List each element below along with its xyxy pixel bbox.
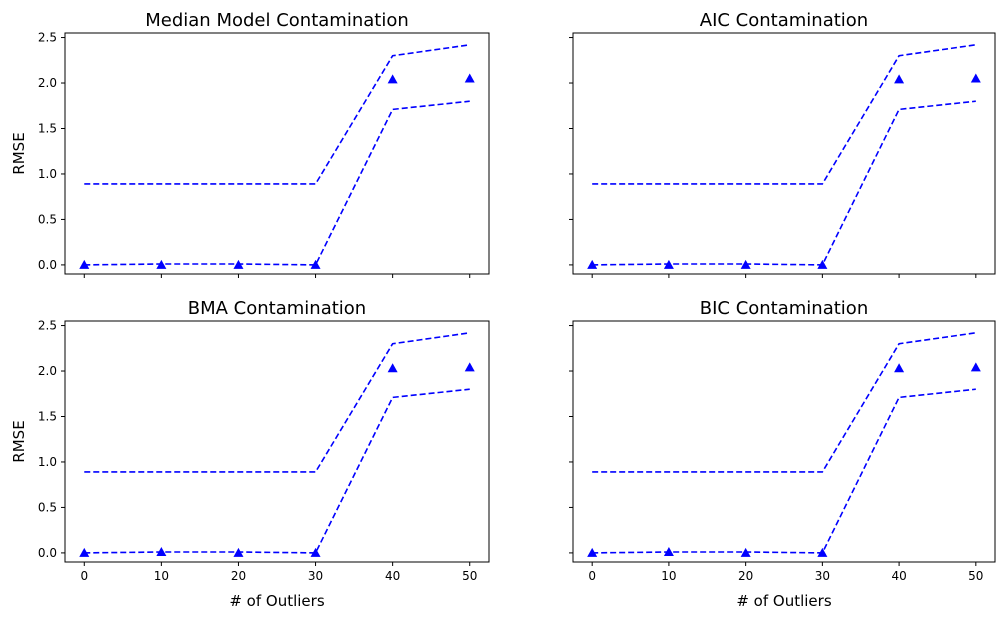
x-tick-label: 0 [588,569,596,583]
x-tick-label: 10 [661,569,676,583]
data-point-rmse [894,363,905,373]
data-point-rmse [310,547,321,557]
plot-area-frame [572,320,996,563]
y-tick-label: 1.0 [38,167,57,181]
plot-area-frame [64,320,490,563]
y-tick-label: 0.5 [38,500,57,514]
data-point-rmse [387,74,398,84]
panel-aic-contamination: AIC Contamination [569,10,996,278]
chart-title: BMA Contamination [188,298,366,319]
y-axis-label: RMSE [10,420,28,462]
panel-median-model-contamination: Median Model Contamination 0.0 0.5 1.0 1.5 2.… [10,10,490,278]
y-tick-label: 2.5 [38,31,57,45]
x-tick-label: 0 [80,569,88,583]
data-point-rmse [464,362,475,372]
y-tick-label: 2.0 [38,76,57,90]
series-lower-bound-line [84,100,470,266]
series-lower-bound-line [592,100,976,266]
y-tick-label: 1.5 [38,409,57,423]
x-tick-label: 20 [231,569,246,583]
chart-title: AIC Contamination [700,10,868,31]
y-tick-label: 2.5 [38,319,57,333]
x-tick-label: 10 [154,569,169,583]
series-upper-bound-line [592,44,976,185]
series-upper-bound-line [592,332,976,473]
data-point-rmse [970,362,981,372]
chart-title: BIC Contamination [700,298,868,319]
plot-area-frame [64,32,490,275]
x-tick-label: 30 [308,569,323,583]
y-tick-label: 0.0 [38,546,57,560]
x-tick-label: 40 [385,569,400,583]
data-point-rmse [464,73,475,83]
data-point-rmse [970,73,981,83]
x-tick-label: 30 [815,569,830,583]
x-axis-label: # of Outliers [736,592,831,610]
series-lower-bound-line [592,388,976,554]
panel-bic-contamination: BIC Contamination 0 10 20 30 40 50 # of Outlier… [569,298,996,610]
series-upper-bound-line [84,44,470,185]
y-axis-label: RMSE [10,132,28,174]
panel-bma-contamination: BMA Contamination 0.0 0.5 1.0 1.5 2.0 2.5 0 10 20… [10,298,490,610]
y-tick-label: 1.0 [38,455,57,469]
data-point-rmse [387,363,398,373]
x-tick-label: 20 [738,569,753,583]
data-point-rmse [894,74,905,84]
x-tick-label: 50 [968,569,983,583]
x-axis-label: # of Outliers [229,592,324,610]
y-tick-label: 0.0 [38,258,57,272]
x-tick-label: 50 [462,569,477,583]
series-lower-bound-line [84,388,470,554]
x-tick-label: 40 [891,569,906,583]
series-upper-bound-line [84,332,470,473]
plot-area-frame [572,32,996,275]
chart-title: Median Model Contamination [145,10,409,31]
y-tick-label: 2.0 [38,364,57,378]
data-point-rmse [310,259,321,269]
y-tick-label: 1.5 [38,121,57,135]
y-tick-label: 0.5 [38,212,57,226]
